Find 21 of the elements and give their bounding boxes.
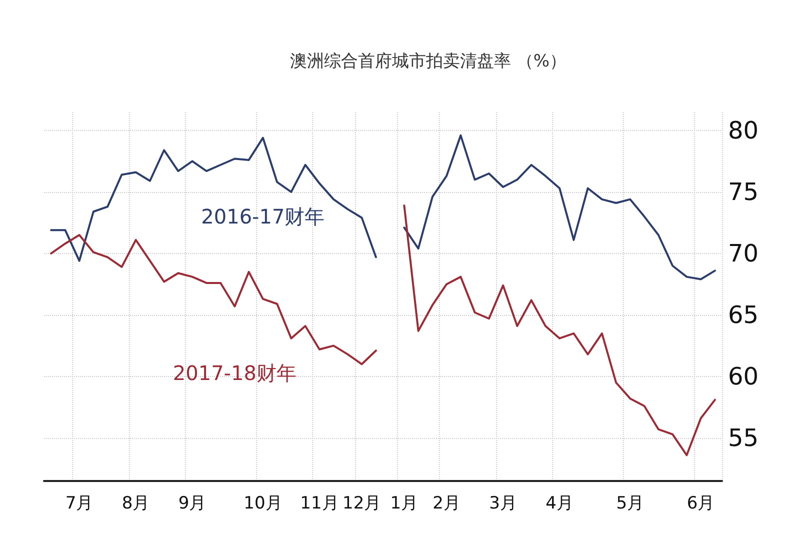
x-tick-label: 8月 xyxy=(122,494,150,514)
y-tick-label: 65 xyxy=(728,300,759,329)
x-tick-label: 6月 xyxy=(686,494,715,514)
x-tick-label: 4月 xyxy=(546,494,574,514)
x-tick-label: 1月 xyxy=(390,494,418,514)
chart-title: 澳洲综合首府城市拍卖清盘率 （%） xyxy=(290,52,567,72)
x-tick-label: 7月 xyxy=(65,494,94,514)
x-tick-label: 2月 xyxy=(432,494,460,514)
y-tick-label: 70 xyxy=(728,239,759,268)
y-tick-label: 55 xyxy=(728,424,759,452)
x-tick-label: 3月 xyxy=(489,494,517,514)
x-tick-label: 10月 xyxy=(244,494,282,514)
series-label: 2016-17财年 xyxy=(201,204,325,229)
y-tick-label: 75 xyxy=(728,178,759,206)
y-tick-label: 80 xyxy=(728,116,759,144)
y-tick-label: 60 xyxy=(728,362,759,390)
x-tick-label: 11月 xyxy=(300,494,339,514)
x-tick-label: 12月 xyxy=(342,494,382,514)
x-tick-label: 5月 xyxy=(616,494,644,514)
x-tick-label: 9月 xyxy=(178,494,206,514)
series-label: 2017-18财年 xyxy=(172,360,296,385)
